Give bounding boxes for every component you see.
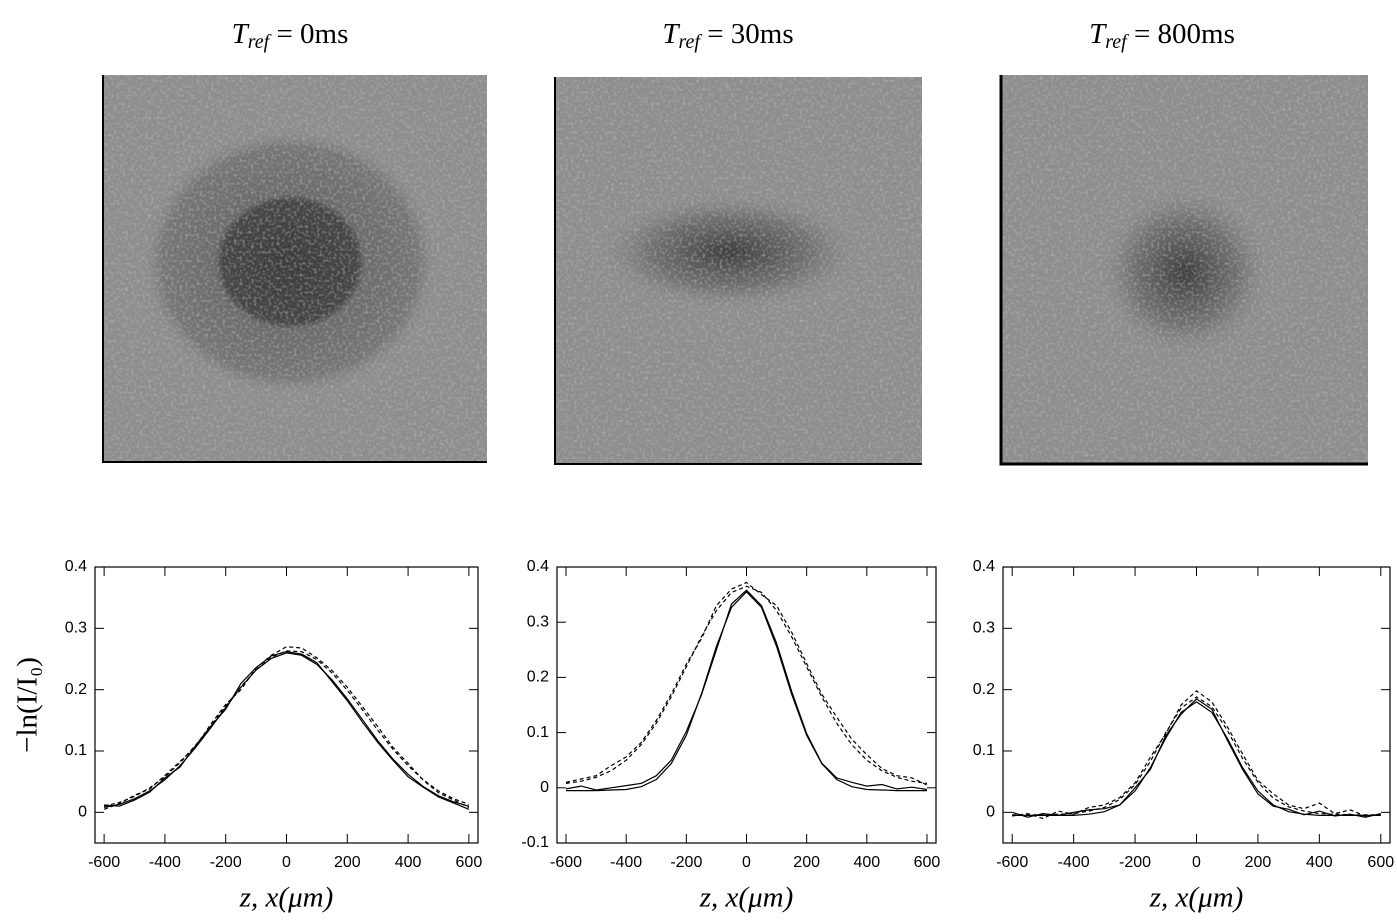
plot-frame xyxy=(1002,566,1391,844)
y-tick-label: 0.3 xyxy=(65,620,87,637)
x-tick-label: 0 xyxy=(282,854,291,871)
title-subscript: ref xyxy=(678,31,702,53)
chart-title: Tref = 30ms xyxy=(662,18,793,53)
title-subscript: ref xyxy=(248,31,272,53)
image-panel xyxy=(999,75,1368,466)
y-tick-label: 0 xyxy=(540,779,549,796)
x-tick-label: -600 xyxy=(88,854,120,871)
x-tick-label: 400 xyxy=(1306,854,1333,871)
data-line xyxy=(103,652,470,808)
x-tick-label: 200 xyxy=(334,854,361,871)
data-line xyxy=(565,585,928,784)
data-line xyxy=(565,581,928,786)
y-axis-label: −ln(I/I₀) xyxy=(12,657,44,753)
y-tick-label: 0.4 xyxy=(527,558,549,575)
x-tick-label: 400 xyxy=(853,854,880,871)
x-tick-label: -400 xyxy=(610,854,642,871)
chart-title: Tref = 800ms xyxy=(1089,18,1235,53)
x-tick-label: -200 xyxy=(210,854,242,871)
plot: -600 -400 -200 0 200 400 600 -0.1 0 0.1 0.2 0.3 0.4 z… xyxy=(521,558,940,913)
plot: -600 -400 -200 0 200 400 600 0 0.1 0.2 0.3 0.4 z, x(… xyxy=(12,558,483,913)
x-axis-label: z, x(μm) xyxy=(1149,882,1243,914)
data-line xyxy=(1012,690,1381,820)
chart-title: Tref = 0ms xyxy=(232,18,349,53)
data-line xyxy=(103,650,470,807)
y-tick-label: 0 xyxy=(986,804,995,821)
x-tick-label: 0 xyxy=(1192,854,1201,871)
data-line xyxy=(566,590,927,792)
x-tick-label: -200 xyxy=(670,854,702,871)
x-tick-label: 0 xyxy=(742,854,751,871)
title-subscript: ref xyxy=(1105,31,1129,53)
y-tick-label: 0 xyxy=(78,804,87,821)
image-panel xyxy=(102,75,487,463)
plot-frame xyxy=(556,566,937,844)
data-line xyxy=(1012,696,1381,816)
data-line xyxy=(1012,701,1381,816)
y-tick-label: 0.1 xyxy=(65,742,87,759)
y-tick-label: 0.1 xyxy=(973,742,995,759)
data-line xyxy=(1012,698,1381,818)
data-line xyxy=(103,646,470,810)
y-tick-label: 0.2 xyxy=(65,681,87,698)
title-symbol: T xyxy=(1089,18,1107,50)
x-tick-label: 600 xyxy=(914,854,941,871)
x-tick-label: 200 xyxy=(1245,854,1272,871)
x-tick-label: 600 xyxy=(1367,854,1394,871)
image-panel xyxy=(554,77,922,465)
title-text: = 0ms xyxy=(269,18,348,50)
x-tick-label: -400 xyxy=(149,854,181,871)
title-text: = 800ms xyxy=(1127,18,1235,50)
y-tick-label: 0.2 xyxy=(527,669,549,686)
plot-frame xyxy=(94,566,479,844)
x-tick-label: -600 xyxy=(996,854,1028,871)
data-line xyxy=(104,650,470,810)
x-tick-label: -600 xyxy=(550,854,582,871)
plot: -600 -400 -200 0 200 400 600 0 0.1 0.2 0.3 0.4 z, x(… xyxy=(973,558,1394,913)
y-tick-label: 0.3 xyxy=(527,613,549,630)
y-tick-label: -0.1 xyxy=(521,834,549,851)
x-tick-label: 400 xyxy=(395,854,422,871)
title-text: = 30ms xyxy=(700,18,794,50)
y-tick-label: 0.3 xyxy=(973,620,995,637)
y-tick-label: 0.1 xyxy=(527,724,549,741)
data-line xyxy=(565,589,928,791)
y-tick-label: 0.2 xyxy=(973,681,995,698)
x-tick-label: -400 xyxy=(1058,854,1090,871)
title-symbol: T xyxy=(662,18,680,50)
x-tick-label: -200 xyxy=(1119,854,1151,871)
title-symbol: T xyxy=(232,18,250,50)
y-tick-label: 0.4 xyxy=(65,558,87,575)
x-tick-label: 600 xyxy=(456,854,483,871)
x-axis-label: z, x(μm) xyxy=(239,882,333,914)
x-tick-label: 200 xyxy=(793,854,820,871)
y-tick-label: 0.4 xyxy=(973,558,995,575)
x-axis-label: z, x(μm) xyxy=(699,882,793,914)
